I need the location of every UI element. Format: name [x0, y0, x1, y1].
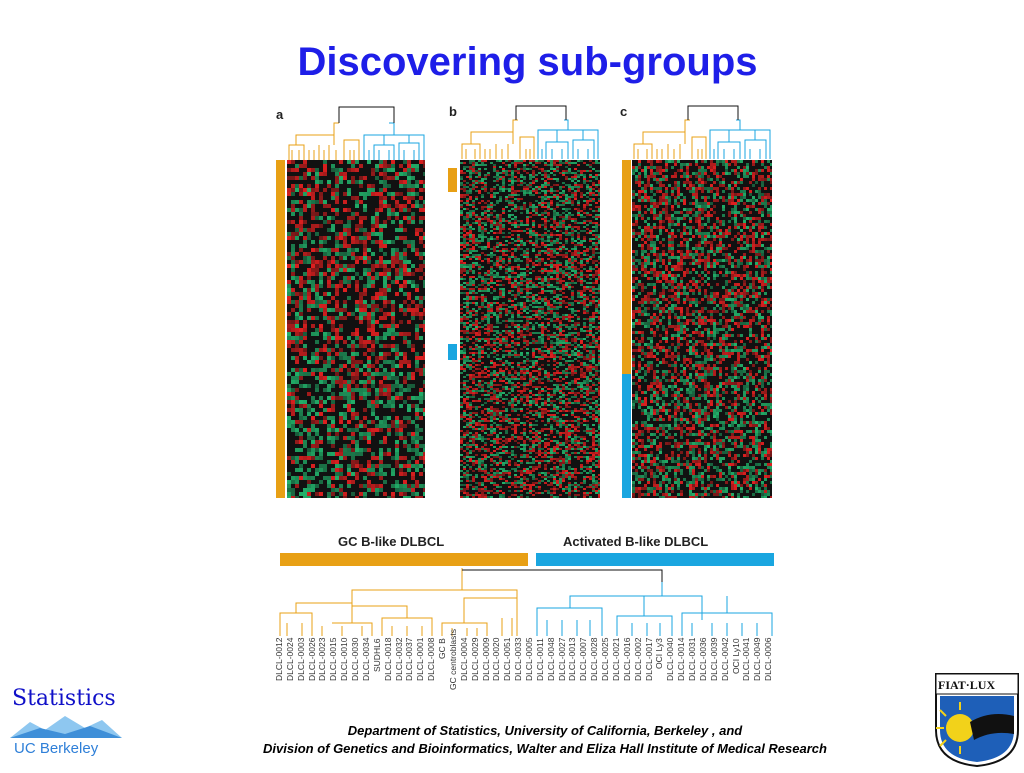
sample-label: DLCL-0031 — [687, 638, 697, 690]
dendrogram-a — [284, 105, 428, 163]
sample-dendrogram — [272, 568, 782, 638]
sample-label: DLCL-0011 — [535, 638, 545, 690]
sample-label: DLCL-0010 — [339, 638, 349, 690]
sample-label: DLCL-0039 — [709, 638, 719, 690]
sample-label: DLCL-0051 — [502, 638, 512, 690]
mountain-icon — [10, 712, 122, 740]
sample-label: DLCL-0021 — [611, 638, 621, 690]
sample-label: DLCL-0002 — [633, 638, 643, 690]
heatmap-c — [632, 160, 772, 498]
uc-berkeley-text: UC Berkeley — [14, 740, 98, 757]
sample-label: DLCL-0026 — [307, 638, 317, 690]
sample-label: DLCL-0049 — [752, 638, 762, 690]
footer-line-2: Division of Genetics and Bioinformatics,… — [120, 740, 970, 758]
sample-label: DLCL-0024 — [285, 638, 295, 690]
group-bar-activated — [536, 553, 774, 566]
sample-label: SUDHL6 — [372, 638, 382, 690]
dendrogram-b — [458, 102, 602, 162]
sample-label: DLCL-0020 — [491, 638, 501, 690]
dendrogram-c — [630, 102, 774, 162]
sample-label: DLCL-0004 — [459, 638, 469, 690]
sample-label: OCI Ly10 — [731, 638, 741, 690]
sample-label: DLCL-0013 — [567, 638, 577, 690]
heatmap-a — [287, 160, 425, 498]
sample-label: DLCL-0027 — [557, 638, 567, 690]
sample-label: DLCL-0018 — [383, 638, 393, 690]
sample-label: DLCL-0042 — [720, 638, 730, 690]
sample-label: DLCL-0034 — [361, 638, 371, 690]
panel-label-b: b — [449, 104, 457, 119]
sample-label: DLCL-0001 — [415, 638, 425, 690]
sample-label: DLCL-0003 — [296, 638, 306, 690]
footer-credits: Department of Statistics, University of … — [120, 722, 970, 758]
sample-label: DLCL-0006 — [763, 638, 773, 690]
sample-label: DLCL-0032 — [394, 638, 404, 690]
sample-label: DLCL-0037 — [404, 638, 414, 690]
sample-label: DLCL-0009 — [481, 638, 491, 690]
sample-label: DLCL-0036 — [698, 638, 708, 690]
statistics-logo-text: Statistics — [12, 686, 116, 711]
side-bar-c-activated — [622, 374, 631, 498]
sample-label: DLCL-0033 — [513, 638, 523, 690]
sample-label: DLCL-0008 — [426, 638, 436, 690]
group-label-gc: GC B-like DLBCL — [338, 534, 444, 549]
sample-label: DLCL-0040 — [665, 638, 675, 690]
sample-label: DLCL-0014 — [676, 638, 686, 690]
side-bar-c-gc — [622, 160, 631, 374]
sample-label: DLCL-0048 — [546, 638, 556, 690]
statistics-logo: Statistics UC Berkeley — [0, 684, 128, 768]
sample-label: DLCL-0007 — [578, 638, 588, 690]
footer-line-1: Department of Statistics, University of … — [120, 722, 970, 740]
panel-label-a: a — [276, 107, 283, 122]
group-label-activated: Activated B-like DLBCL — [563, 534, 708, 549]
sample-label: DLCL-0017 — [644, 638, 654, 690]
sample-label: DLCL-0041 — [741, 638, 751, 690]
heatmap-b — [460, 160, 600, 498]
sample-label: DLCL-0030 — [350, 638, 360, 690]
sample-label: DLCL-0005 — [524, 638, 534, 690]
sample-label: DLCL-0028 — [589, 638, 599, 690]
side-bar-a — [276, 160, 285, 498]
sample-label: DLCL-0029 — [470, 638, 480, 690]
group-bar-gc — [280, 553, 528, 566]
sample-label: GC B — [437, 638, 447, 690]
sample-label: DLCL-0015 — [328, 638, 338, 690]
sample-label: DLCL-0016 — [622, 638, 632, 690]
side-bar-b-gc — [448, 168, 457, 192]
slide-title: Discovering sub-groups — [0, 40, 1024, 85]
sample-label: GC centroblasts — [448, 638, 458, 690]
side-bar-b-activated — [448, 344, 457, 360]
sample-label: DLCL-0012 — [274, 638, 284, 690]
sample-label: DLCL-0025 — [600, 638, 610, 690]
panel-label-c: c — [620, 104, 627, 119]
fiat-lux-text: FIAT·LUX — [938, 678, 995, 693]
sample-label: DLCL-0023 — [317, 638, 327, 690]
sample-label: OCI Ly3 — [654, 638, 664, 690]
